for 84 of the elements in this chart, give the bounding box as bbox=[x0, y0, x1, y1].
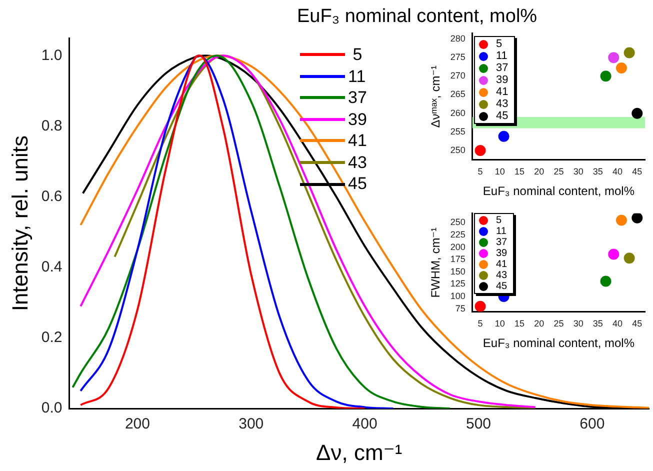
point bbox=[600, 70, 612, 82]
legend-label: 5 bbox=[496, 38, 502, 50]
legend-label: 43 bbox=[496, 98, 508, 110]
legend-label: 43 bbox=[496, 270, 508, 282]
y-tick-label: 1.0 bbox=[41, 46, 62, 64]
x-tick-label: 10 bbox=[494, 318, 505, 329]
legend-label: 43 bbox=[348, 152, 367, 172]
y-tick-label: 260 bbox=[450, 108, 466, 118]
x-tick-label: 200 bbox=[124, 416, 150, 433]
y-tick-label: 265 bbox=[450, 89, 466, 100]
x-tick-label: 30 bbox=[573, 166, 584, 177]
y-tick-label: 200 bbox=[450, 242, 466, 252]
point bbox=[616, 214, 627, 226]
legend-label: 39 bbox=[348, 110, 367, 130]
legend-label: 45 bbox=[496, 280, 508, 292]
y-axis-title: Δνᵐᵃˣ, cm⁻¹ bbox=[428, 65, 443, 128]
y-tick-label: 0.8 bbox=[41, 117, 62, 134]
y-tick-label: 175 bbox=[450, 254, 466, 264]
point bbox=[616, 62, 627, 74]
y-tick-label: 225 bbox=[450, 230, 466, 240]
y-tick-label: 275 bbox=[450, 52, 466, 62]
legend-label: 41 bbox=[496, 258, 508, 270]
x-tick-label: 45 bbox=[632, 318, 642, 329]
point bbox=[474, 145, 486, 156]
x-tick-label: 15 bbox=[514, 166, 524, 177]
x-axis-title: Δν, cm⁻¹ bbox=[316, 440, 402, 465]
y-tick-label: 0.2 bbox=[41, 329, 62, 346]
legend-label: 39 bbox=[496, 248, 508, 260]
legend-label: 37 bbox=[348, 88, 367, 108]
x-tick-label: 30 bbox=[573, 318, 584, 329]
y-tick-label: 255 bbox=[450, 126, 466, 136]
x-tick-label: 25 bbox=[554, 166, 564, 177]
legend-label: 41 bbox=[348, 131, 367, 151]
legend-title: EuF₃ nominal content, mol% bbox=[297, 6, 538, 28]
x-tick-label: 40 bbox=[612, 318, 623, 329]
legend-label: 5 bbox=[496, 214, 502, 226]
y-axis-title: Intensity, rel. units bbox=[7, 135, 32, 312]
point bbox=[608, 248, 620, 260]
x-tick-label: 600 bbox=[580, 416, 605, 433]
x-tick-label: 5 bbox=[478, 318, 483, 329]
legend-label: 37 bbox=[496, 236, 508, 248]
point bbox=[624, 47, 635, 58]
y-tick-label: 250 bbox=[450, 217, 466, 228]
x-tick-label: 5 bbox=[478, 166, 483, 177]
x-tick-label: 400 bbox=[352, 416, 378, 433]
x-tick-label: 40 bbox=[612, 166, 623, 177]
legend-label: 37 bbox=[496, 62, 508, 74]
x-tick-label: 20 bbox=[534, 318, 544, 329]
legend-label: 11 bbox=[496, 50, 508, 62]
legend-label: 39 bbox=[496, 74, 508, 86]
x-tick-label: 500 bbox=[466, 416, 491, 433]
x-tick-label: 300 bbox=[238, 416, 264, 433]
y-tick-label: 0.6 bbox=[41, 188, 62, 205]
y-tick-label: 0.0 bbox=[41, 400, 62, 417]
y-tick-label: 100 bbox=[450, 291, 466, 302]
y-axis-title: FWHM, cm⁻¹ bbox=[428, 227, 443, 298]
y-tick-label: 125 bbox=[450, 278, 466, 289]
legend-label: 45 bbox=[496, 110, 508, 122]
x-tick-label: 35 bbox=[592, 166, 603, 177]
point bbox=[498, 130, 510, 142]
point bbox=[474, 300, 486, 312]
point bbox=[632, 213, 643, 224]
y-tick-label: 270 bbox=[450, 70, 466, 81]
x-axis-title: EuF₃ nominal content, mol% bbox=[482, 336, 635, 350]
x-tick-label: 15 bbox=[514, 318, 524, 329]
point bbox=[632, 108, 643, 119]
point bbox=[608, 52, 620, 64]
legend-label: 11 bbox=[348, 66, 366, 86]
x-axis-title: EuF₃ nominal content, mol% bbox=[482, 184, 635, 198]
point bbox=[600, 276, 612, 287]
y-tick-label: 0.4 bbox=[41, 258, 62, 276]
point bbox=[624, 252, 635, 264]
x-tick-label: 25 bbox=[554, 318, 564, 329]
y-tick-label: 150 bbox=[450, 266, 466, 276]
x-tick-label: 45 bbox=[632, 166, 642, 177]
legend-label: 11 bbox=[496, 226, 506, 238]
x-tick-label: 35 bbox=[592, 318, 603, 329]
y-tick-label: 250 bbox=[450, 144, 466, 155]
legend-label: 5 bbox=[352, 45, 362, 65]
legend-label: 41 bbox=[496, 86, 508, 98]
y-tick-label: 280 bbox=[450, 33, 466, 44]
x-tick-label: 10 bbox=[494, 166, 505, 177]
x-tick-label: 20 bbox=[534, 166, 544, 177]
y-tick-label: 75 bbox=[455, 303, 466, 314]
